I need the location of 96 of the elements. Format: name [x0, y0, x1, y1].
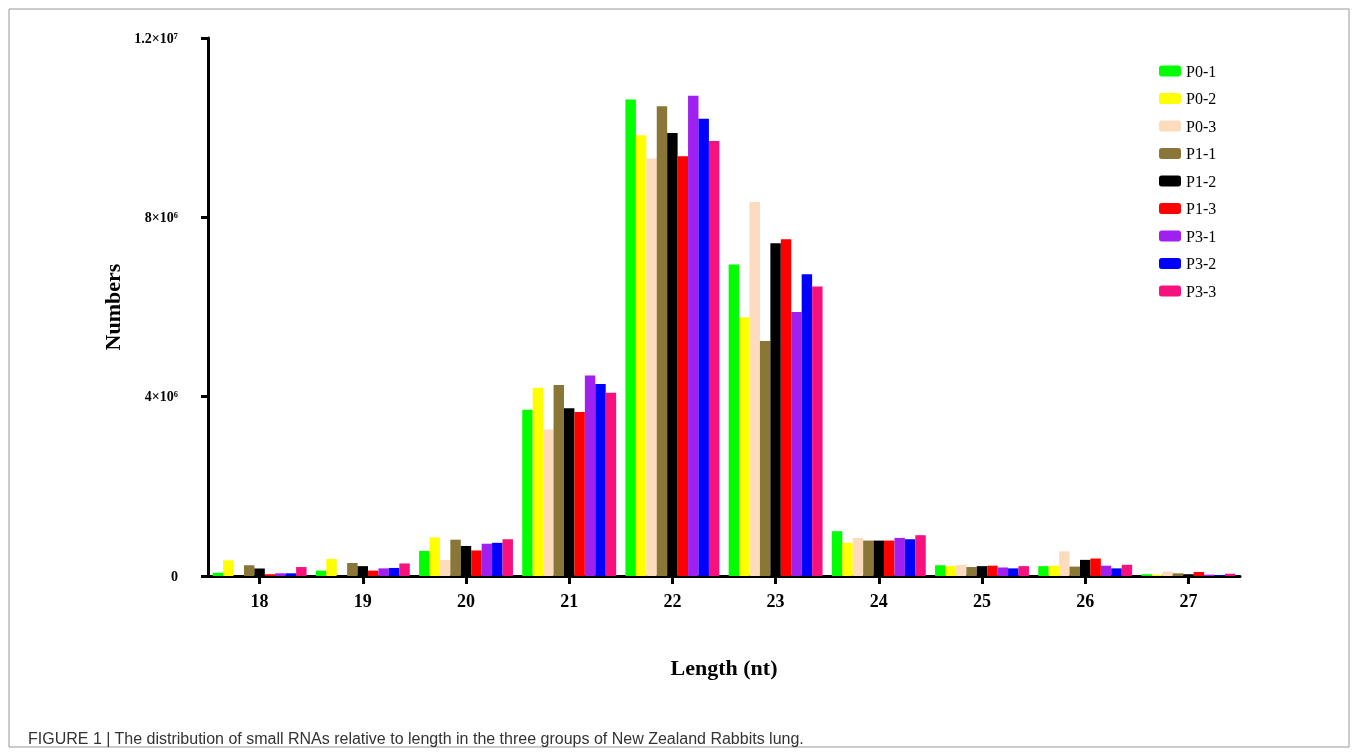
bar	[429, 537, 440, 576]
x-tick-label: 24	[869, 591, 888, 611]
y-tick-label: 1.2×10⁷	[134, 30, 178, 46]
bar	[399, 563, 410, 576]
bar	[285, 573, 297, 576]
bar	[522, 409, 533, 576]
bar	[945, 566, 956, 576]
bar	[904, 539, 916, 576]
x-tick-label: 19	[353, 591, 372, 611]
bar	[502, 539, 513, 576]
bar	[791, 311, 802, 576]
bar	[419, 550, 430, 576]
bar	[688, 95, 699, 576]
bar	[780, 239, 792, 576]
legend-label: P1-3	[1186, 200, 1217, 217]
legend-label: P3-3	[1186, 282, 1217, 300]
bar	[625, 99, 636, 576]
bar	[801, 274, 813, 576]
bar	[1048, 565, 1060, 576]
x-tick-label: 21	[560, 591, 579, 611]
bar	[739, 317, 750, 576]
bar	[492, 542, 503, 576]
bar	[935, 565, 946, 576]
caption: FIGURE 1 | The distribution of small RNAs relative to length in the three groups of New Zealand Rabbits lung.	[28, 729, 804, 747]
bar	[812, 286, 823, 576]
legend-label: P3-2	[1186, 255, 1217, 272]
bar	[1172, 573, 1184, 576]
bar	[605, 392, 617, 576]
bar	[966, 567, 977, 576]
bar	[708, 141, 720, 576]
bar	[987, 565, 998, 576]
bar	[1008, 568, 1019, 576]
bar	[635, 135, 647, 576]
bar	[1100, 565, 1112, 576]
bar	[450, 539, 461, 576]
bar	[1069, 566, 1080, 576]
bar	[1121, 564, 1133, 576]
y-tick-label: 4×10⁶	[144, 389, 178, 405]
bar	[326, 558, 337, 576]
bar	[378, 568, 389, 576]
bar	[296, 567, 307, 576]
bar	[532, 387, 544, 576]
legend-label: P0-3	[1186, 117, 1217, 135]
bar	[1018, 566, 1029, 576]
bar	[347, 563, 358, 576]
legend-label: P3-1	[1186, 227, 1217, 245]
bar	[584, 375, 596, 576]
bar	[1090, 558, 1101, 576]
bar	[1059, 551, 1070, 576]
bar	[439, 559, 451, 576]
x-tick-label: 20	[457, 591, 475, 611]
bar	[1111, 568, 1122, 576]
legend-label: P1-2	[1186, 172, 1217, 190]
bar	[749, 202, 760, 576]
bar	[728, 264, 740, 576]
bar	[852, 537, 864, 576]
y-tick-label: 0	[171, 568, 178, 584]
bar	[955, 564, 967, 576]
y-axis-title: Numbers	[99, 263, 125, 351]
bar	[212, 572, 224, 576]
bar	[698, 118, 709, 576]
bar	[915, 535, 926, 576]
bar	[543, 429, 554, 576]
x-tick-label: 22	[663, 591, 682, 611]
x-tick-label: 18	[250, 591, 269, 611]
bar	[223, 560, 234, 576]
bar	[574, 411, 585, 576]
bar	[863, 540, 874, 576]
bar	[471, 550, 482, 576]
bar	[1193, 571, 1205, 576]
bar	[595, 384, 606, 576]
legend-label: P0-1	[1186, 62, 1217, 80]
bar	[1038, 566, 1049, 576]
x-tick-label: 26	[1076, 591, 1095, 611]
x-tick-label: 25	[973, 591, 991, 611]
legend-label: P1-1	[1186, 145, 1217, 162]
bar	[1162, 571, 1173, 576]
x-tick-label: 27	[1179, 591, 1198, 611]
x-axis-title: Length (nt)	[670, 654, 778, 680]
bar	[553, 385, 564, 576]
bar	[884, 540, 895, 576]
bar	[275, 573, 286, 576]
bar	[842, 542, 853, 576]
x-tick-label: 23	[766, 591, 785, 611]
bar	[997, 567, 1009, 576]
bar	[243, 565, 255, 576]
bar	[894, 537, 905, 576]
bar	[646, 158, 657, 576]
y-tick-label: 8×10⁶	[144, 209, 178, 225]
bar	[388, 567, 400, 576]
bar	[831, 531, 843, 576]
bar	[759, 341, 771, 576]
bar	[677, 156, 689, 576]
bar	[481, 543, 493, 576]
legend-label: P0-2	[1186, 90, 1217, 107]
bar	[656, 106, 668, 576]
